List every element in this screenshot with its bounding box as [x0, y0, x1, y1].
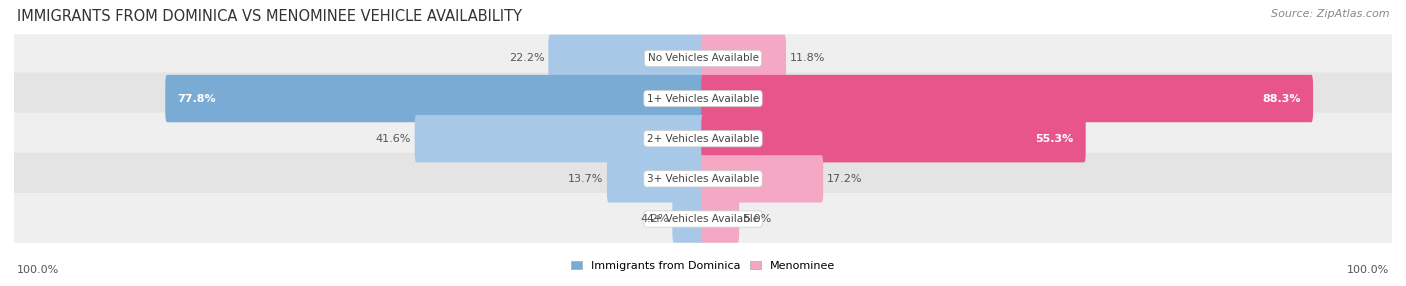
- Text: 22.2%: 22.2%: [509, 53, 544, 63]
- FancyBboxPatch shape: [607, 155, 704, 202]
- FancyBboxPatch shape: [548, 35, 704, 82]
- FancyBboxPatch shape: [702, 195, 740, 243]
- Text: 4.2%: 4.2%: [640, 214, 669, 224]
- Text: No Vehicles Available: No Vehicles Available: [648, 53, 758, 63]
- Text: IMMIGRANTS FROM DOMINICA VS MENOMINEE VEHICLE AVAILABILITY: IMMIGRANTS FROM DOMINICA VS MENOMINEE VE…: [17, 9, 522, 23]
- FancyBboxPatch shape: [415, 115, 704, 162]
- Text: 13.7%: 13.7%: [568, 174, 603, 184]
- Text: 4+ Vehicles Available: 4+ Vehicles Available: [647, 214, 759, 224]
- Text: 55.3%: 55.3%: [1035, 134, 1074, 144]
- Text: 41.6%: 41.6%: [375, 134, 411, 144]
- FancyBboxPatch shape: [0, 193, 1406, 245]
- FancyBboxPatch shape: [702, 75, 1313, 122]
- Text: 1+ Vehicles Available: 1+ Vehicles Available: [647, 94, 759, 104]
- Text: 17.2%: 17.2%: [827, 174, 862, 184]
- FancyBboxPatch shape: [166, 75, 704, 122]
- Text: 100.0%: 100.0%: [1347, 265, 1389, 275]
- Text: 100.0%: 100.0%: [17, 265, 59, 275]
- FancyBboxPatch shape: [0, 113, 1406, 165]
- Text: 2+ Vehicles Available: 2+ Vehicles Available: [647, 134, 759, 144]
- Text: 77.8%: 77.8%: [177, 94, 217, 104]
- Text: Source: ZipAtlas.com: Source: ZipAtlas.com: [1271, 9, 1389, 19]
- Text: 88.3%: 88.3%: [1263, 94, 1301, 104]
- FancyBboxPatch shape: [702, 155, 824, 202]
- FancyBboxPatch shape: [0, 72, 1406, 125]
- Text: 11.8%: 11.8%: [790, 53, 825, 63]
- FancyBboxPatch shape: [672, 195, 704, 243]
- Text: 3+ Vehicles Available: 3+ Vehicles Available: [647, 174, 759, 184]
- Legend: Immigrants from Dominica, Menominee: Immigrants from Dominica, Menominee: [567, 256, 839, 275]
- FancyBboxPatch shape: [702, 35, 786, 82]
- FancyBboxPatch shape: [702, 115, 1085, 162]
- Text: 5.0%: 5.0%: [742, 214, 772, 224]
- FancyBboxPatch shape: [0, 153, 1406, 205]
- FancyBboxPatch shape: [0, 32, 1406, 84]
